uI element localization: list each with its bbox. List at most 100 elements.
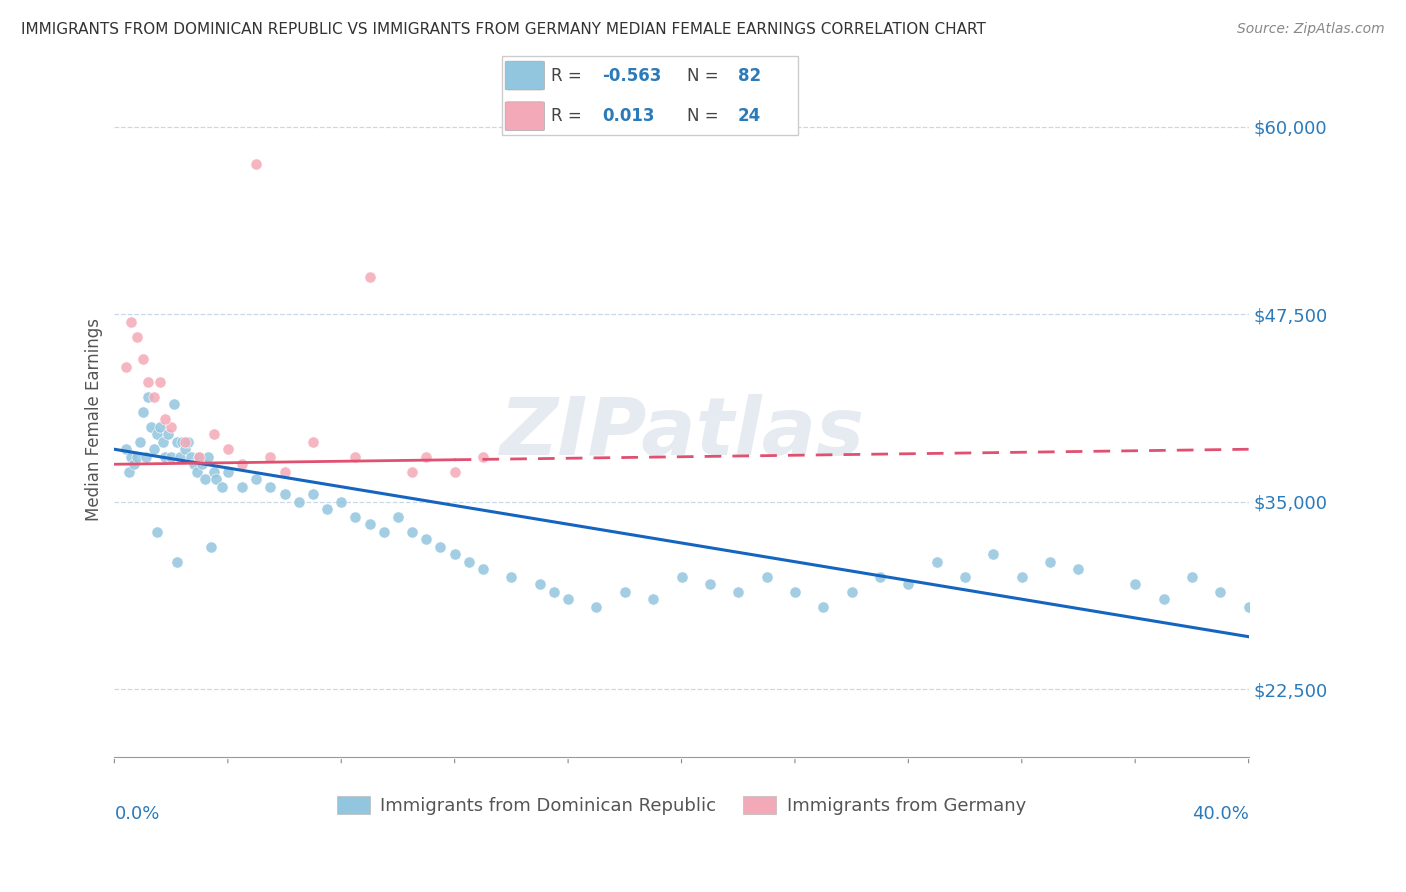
Point	[585, 599, 607, 614]
Point	[231, 457, 253, 471]
FancyBboxPatch shape	[505, 62, 544, 90]
Point	[259, 480, 281, 494]
Point	[155, 412, 177, 426]
Point	[202, 465, 225, 479]
Text: 40.0%: 40.0%	[1192, 805, 1249, 822]
Point	[143, 442, 166, 457]
Point	[129, 434, 152, 449]
Point	[132, 352, 155, 367]
Point	[143, 390, 166, 404]
Point	[135, 450, 157, 464]
Point	[141, 419, 163, 434]
Point	[429, 540, 451, 554]
Point	[643, 592, 665, 607]
Point	[287, 494, 309, 508]
Point	[925, 555, 948, 569]
Point	[273, 465, 295, 479]
Text: R =: R =	[551, 67, 586, 85]
Point	[191, 457, 214, 471]
Point	[557, 592, 579, 607]
Point	[869, 570, 891, 584]
Text: N =: N =	[686, 107, 724, 125]
Text: N =: N =	[686, 67, 724, 85]
Point	[529, 577, 551, 591]
Point	[699, 577, 721, 591]
Point	[1011, 570, 1033, 584]
Point	[197, 450, 219, 464]
Point	[127, 330, 149, 344]
Legend: Immigrants from Dominican Republic, Immigrants from Germany: Immigrants from Dominican Republic, Immi…	[337, 796, 1026, 815]
Point	[202, 427, 225, 442]
Text: 24: 24	[738, 107, 761, 125]
Point	[146, 524, 169, 539]
Point	[245, 157, 267, 171]
Point	[160, 450, 183, 464]
Point	[217, 442, 239, 457]
Point	[443, 547, 465, 561]
Point	[1181, 570, 1204, 584]
Point	[727, 584, 749, 599]
Point	[169, 450, 191, 464]
Point	[401, 524, 423, 539]
Point	[174, 442, 197, 457]
Point	[344, 509, 367, 524]
Point	[122, 457, 145, 471]
Point	[172, 434, 194, 449]
Point	[146, 427, 169, 442]
Point	[1067, 562, 1090, 576]
Point	[259, 450, 281, 464]
Point	[841, 584, 863, 599]
Point	[245, 472, 267, 486]
Point	[132, 405, 155, 419]
Point	[114, 442, 136, 457]
Point	[180, 450, 202, 464]
Point	[501, 570, 523, 584]
Point	[152, 434, 174, 449]
Point	[813, 599, 835, 614]
Point	[1039, 555, 1062, 569]
Point	[177, 434, 200, 449]
Point	[472, 450, 495, 464]
Point	[330, 494, 353, 508]
Point	[344, 450, 367, 464]
Point	[188, 450, 211, 464]
Point	[149, 419, 172, 434]
Point	[138, 375, 160, 389]
Point	[953, 570, 976, 584]
Text: 0.0%: 0.0%	[114, 805, 160, 822]
Point	[157, 427, 180, 442]
Point	[1123, 577, 1146, 591]
Point	[149, 375, 172, 389]
Point	[415, 450, 437, 464]
Point	[472, 562, 495, 576]
Point	[205, 472, 228, 486]
Point	[401, 465, 423, 479]
Point	[188, 450, 211, 464]
Point	[127, 450, 149, 464]
FancyBboxPatch shape	[502, 56, 799, 135]
Text: 0.013: 0.013	[602, 107, 654, 125]
Point	[273, 487, 295, 501]
Point	[120, 315, 142, 329]
Text: IMMIGRANTS FROM DOMINICAN REPUBLIC VS IMMIGRANTS FROM GERMANY MEDIAN FEMALE EARN: IMMIGRANTS FROM DOMINICAN REPUBLIC VS IM…	[21, 22, 986, 37]
Point	[783, 584, 806, 599]
Point	[443, 465, 465, 479]
Text: 82: 82	[738, 67, 761, 85]
Point	[166, 434, 188, 449]
Point	[671, 570, 693, 584]
Point	[163, 397, 186, 411]
Point	[983, 547, 1005, 561]
Point	[166, 555, 188, 569]
Point	[114, 359, 136, 374]
Point	[194, 472, 217, 486]
Point	[174, 434, 197, 449]
Point	[211, 480, 233, 494]
Point	[155, 450, 177, 464]
Point	[359, 517, 381, 532]
Y-axis label: Median Female Earnings: Median Female Earnings	[86, 318, 103, 521]
Text: R =: R =	[551, 107, 586, 125]
Point	[1237, 599, 1260, 614]
Point	[755, 570, 778, 584]
Point	[302, 487, 325, 501]
Point	[160, 419, 183, 434]
